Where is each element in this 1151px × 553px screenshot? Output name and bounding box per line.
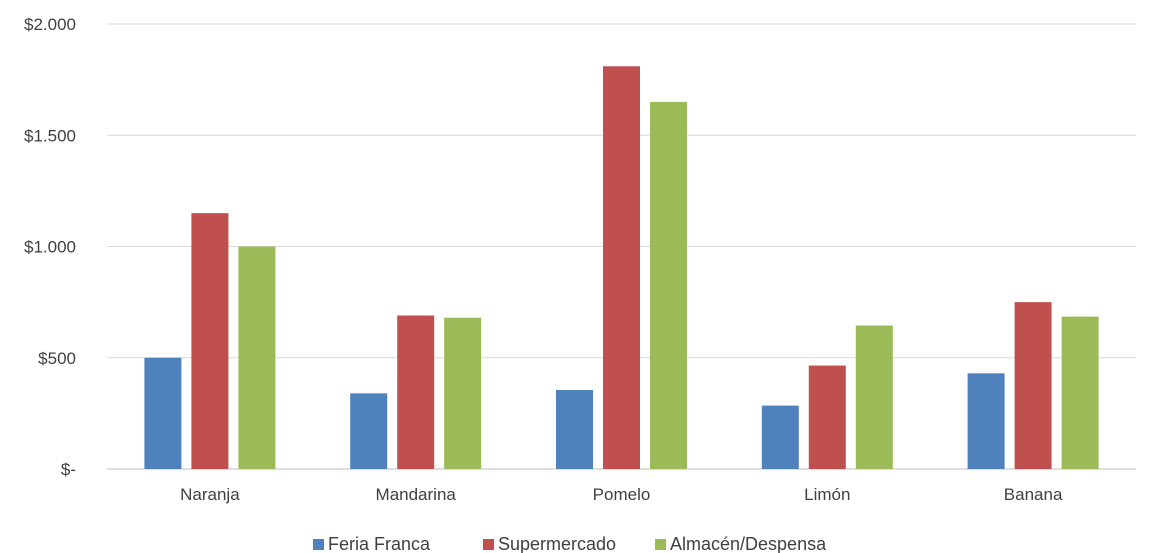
legend-item: Almacén/Despensa (655, 534, 827, 553)
bar (350, 393, 388, 469)
x-tick-label: Mandarina (376, 485, 457, 504)
legend-item: Feria Franca (313, 534, 431, 553)
bar (808, 365, 846, 469)
x-tick-label: Limón (804, 485, 850, 504)
y-tick-label: $- (61, 460, 76, 479)
bar (1014, 302, 1052, 469)
x-tick-label: Pomelo (593, 485, 651, 504)
y-axis: $- $500 $1.000 $1.500 $2.000 (24, 15, 76, 479)
bars (144, 66, 1099, 470)
bar (603, 66, 640, 470)
legend-swatch (313, 539, 324, 550)
bar (855, 325, 893, 469)
bar (650, 101, 687, 469)
y-tick-label: $1.000 (24, 238, 76, 257)
x-axis: Naranja Mandarina Pomelo Limón Banana (180, 485, 1063, 504)
bar (1061, 316, 1099, 469)
y-tick-label: $2.000 (24, 15, 76, 34)
x-tick-label: Naranja (180, 485, 240, 504)
legend-label: Almacén/Despensa (670, 534, 827, 553)
legend-swatch (483, 539, 494, 550)
legend-item: Supermercado (483, 534, 616, 553)
bar (444, 317, 482, 469)
bar (761, 405, 799, 469)
x-tick-label: Banana (1004, 485, 1063, 504)
legend: Feria Franca Supermercado Almacén/Despensa (313, 534, 827, 553)
y-tick-label: $1.500 (24, 126, 76, 145)
legend-label: Feria Franca (328, 534, 431, 553)
bar (238, 246, 276, 469)
bar (191, 213, 229, 469)
legend-swatch (655, 539, 666, 550)
legend-label: Supermercado (498, 534, 616, 553)
bar (397, 315, 435, 469)
bar (556, 390, 593, 469)
y-tick-label: $500 (38, 349, 76, 368)
bar (144, 357, 182, 469)
bar (967, 373, 1005, 469)
